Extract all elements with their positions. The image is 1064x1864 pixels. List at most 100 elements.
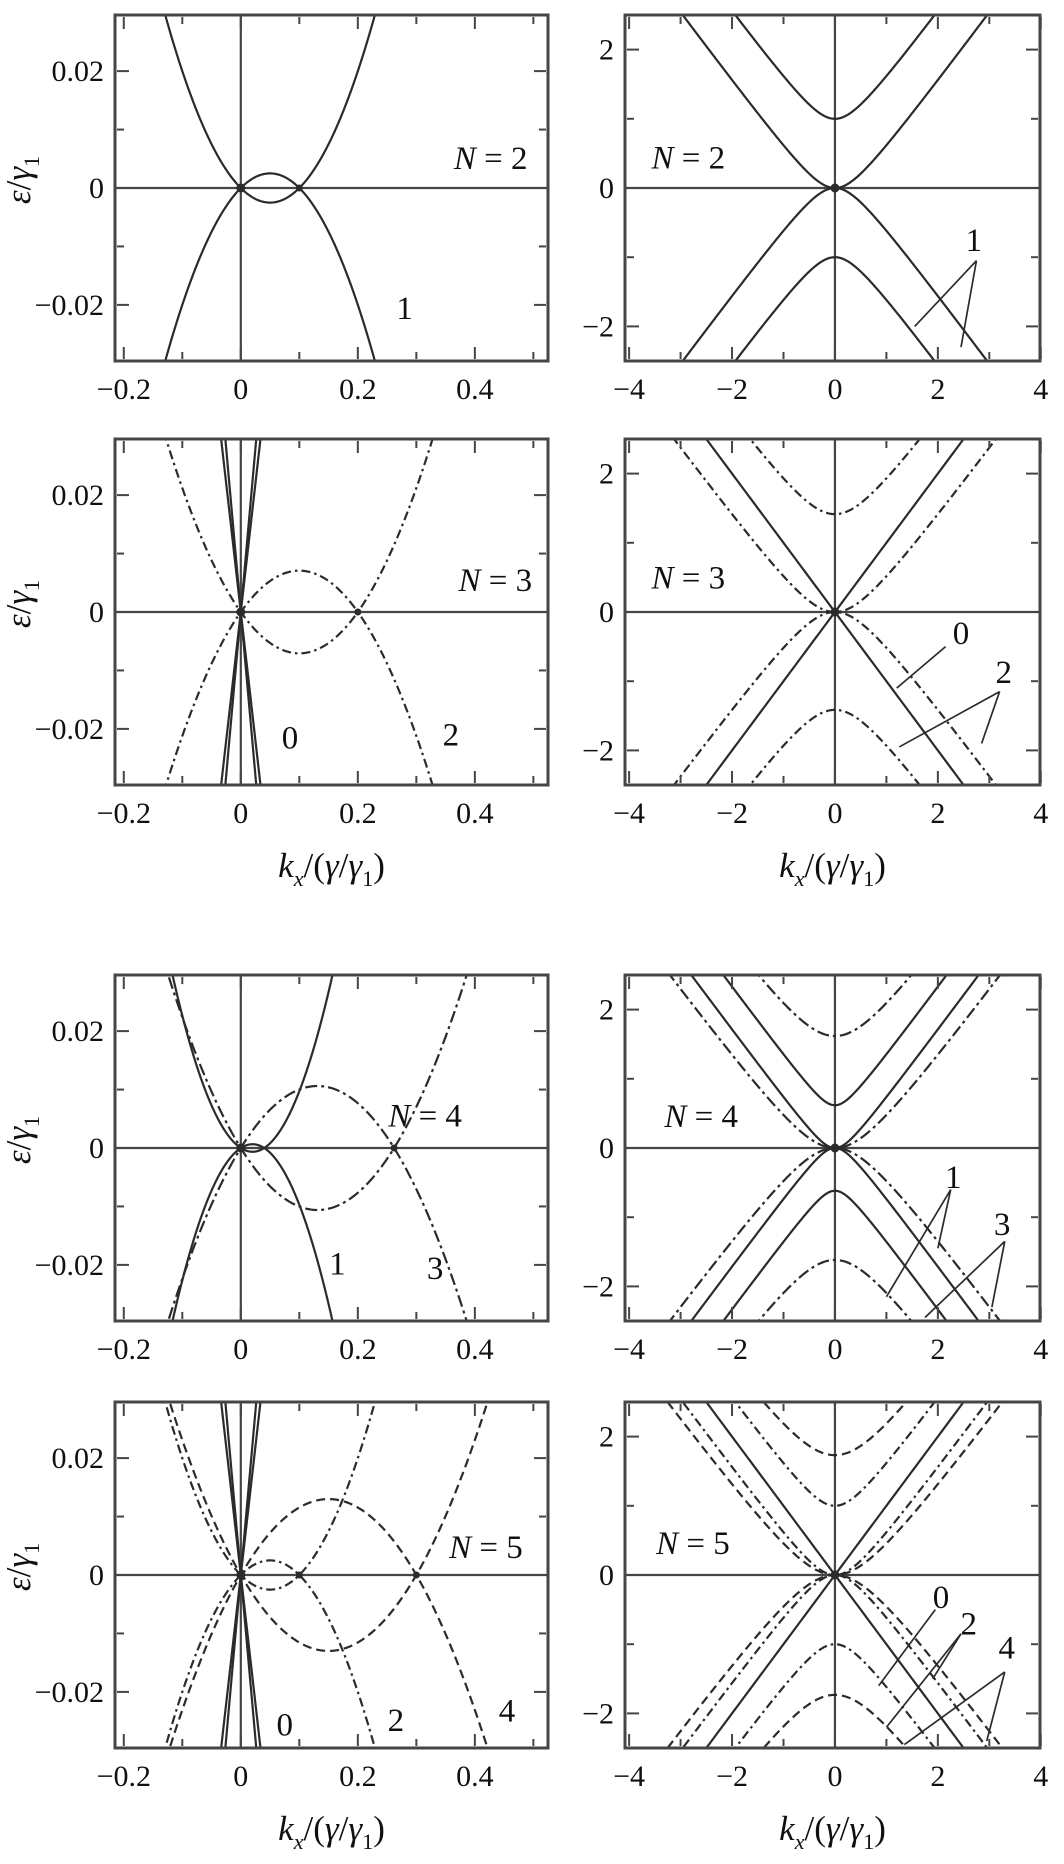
band-1-curve (733, 256, 936, 361)
y-tick-label: 0 (599, 1559, 614, 1592)
band-3-curve (668, 1146, 1002, 1321)
band-contact-dot (412, 1571, 420, 1579)
x-tick-label: 0.4 (456, 797, 494, 830)
axis-ticks (117, 441, 546, 783)
band-2-curve (733, 1402, 936, 1507)
band-2-curve (164, 1402, 377, 1591)
x-tick-label: 0.2 (339, 373, 377, 406)
x-tick-label: −4 (613, 373, 645, 406)
x-tick-label: 4 (1033, 1760, 1048, 1793)
band-contact-dot (830, 1570, 840, 1580)
band-4-curve (168, 1497, 489, 1748)
panel-frame (113, 973, 550, 1323)
x-axis-title: kx/(γ/γ1) (278, 1809, 385, 1854)
band-index-label: 2 (443, 718, 460, 754)
band-index-label: 4 (999, 1631, 1016, 1667)
y-tick-label: 2 (599, 458, 614, 491)
band-index-label: 0 (953, 616, 970, 652)
y-axis-title: ε/γ1 (0, 1543, 44, 1591)
band-index-label: 0 (933, 1580, 950, 1616)
band-2-curve (733, 1643, 936, 1748)
annotation-leader-line (985, 1671, 1006, 1742)
annotation-leader-line (924, 1240, 1006, 1319)
x-tick-label: −0.2 (97, 1760, 151, 1793)
band-1-curve (689, 1146, 980, 1321)
y-axis-title: ε/γ1 (0, 1116, 44, 1164)
panel-frame (623, 973, 1042, 1323)
panel-N5-zoom: −0.2 0 0.2 0.4 0.02 0 −0.02 N = 5 0 2 4 ε/γ1 kx/(γ/γ… (0, 1400, 550, 1854)
band-1-curve (721, 975, 948, 1107)
x-tick-label: 0.4 (456, 1760, 494, 1793)
annotation-leader-line (878, 1609, 936, 1687)
x-tick-label: 0 (827, 373, 842, 406)
band-3-curve (668, 975, 1002, 1150)
band-contact-dot (830, 1143, 840, 1153)
y-tick-label: −2 (582, 734, 614, 767)
band-2-curve (748, 439, 922, 516)
axis-ticks (627, 441, 1042, 783)
axis-ticks (627, 17, 1042, 359)
n-equals-label: N = 4 (387, 1098, 462, 1134)
x-tick-label: −4 (613, 1333, 645, 1366)
x-tick-label: 0 (233, 797, 248, 830)
band-contact-dot (390, 1144, 398, 1152)
y-tick-label: −2 (582, 1270, 614, 1303)
x-tick-label: −4 (613, 797, 645, 830)
annotation-leader-line (980, 691, 1001, 744)
n-equals-label: N = 5 (655, 1526, 730, 1562)
band-index-label: 2 (960, 1606, 977, 1642)
x-tick-label: −0.2 (97, 1333, 151, 1366)
panel-N4-zoom: −0.2 0 0.2 0.4 0.02 0 −0.02 N = 4 1 3 ε/γ1 (0, 973, 550, 1366)
band-index-label: 1 (966, 223, 983, 259)
x-tick-label: −4 (613, 1760, 645, 1793)
band-3-curve (167, 1084, 468, 1321)
y-tick-label: −0.02 (35, 1249, 104, 1282)
axis-ticks (627, 977, 1042, 1319)
band-1-curve (164, 172, 377, 361)
x-axis-title: kx/(γ/γ1) (779, 846, 886, 891)
x-axis-title: kx/(γ/γ1) (779, 1809, 886, 1854)
band-index-label: 1 (329, 1247, 346, 1283)
y-tick-label: 0 (89, 1132, 104, 1165)
x-tick-label: −2 (716, 373, 748, 406)
y-tick-label: 0 (599, 172, 614, 205)
y-tick-label: 0 (599, 1132, 614, 1165)
x-tick-label: −2 (716, 1760, 748, 1793)
y-tick-label: −2 (582, 1697, 614, 1730)
band-1-curve (171, 1143, 334, 1321)
band-4-curve (762, 1693, 908, 1748)
x-tick-label: 4 (1033, 373, 1048, 406)
panel-N2-zoom: −0.2 0 0.2 0.4 0.02 0 −0.02 N = 2 1 ε/γ1 (0, 13, 550, 406)
band-index-label: 4 (499, 1694, 516, 1730)
x-tick-label: 0 (233, 1333, 248, 1366)
x-tick-label: 0 (233, 1760, 248, 1793)
x-tick-label: 0 (233, 373, 248, 406)
y-tick-label: 0 (89, 172, 104, 205)
x-tick-label: −0.2 (97, 373, 151, 406)
band-3-curve (757, 975, 913, 1038)
x-tick-label: 0.4 (456, 1333, 494, 1366)
band-0-curve (220, 1402, 262, 1748)
band-0-curve (220, 1402, 262, 1748)
x-tick-label: 0 (827, 797, 842, 830)
band-contact-dot (830, 183, 840, 193)
panel-frame (113, 13, 550, 363)
annotation-leader-line (896, 645, 947, 689)
y-tick-label: 0.02 (52, 1442, 105, 1475)
panel-frame (113, 1400, 550, 1750)
band-2-curve (748, 708, 922, 785)
x-tick-label: 0 (827, 1760, 842, 1793)
panel-frame (113, 437, 550, 787)
band-index-label: 2 (995, 655, 1012, 691)
band-1-curve (721, 1189, 948, 1321)
x-tick-label: 2 (930, 373, 945, 406)
band-0-curve (220, 439, 262, 785)
band-index-label: 0 (282, 721, 299, 757)
band-curves (167, 975, 468, 1321)
band-index-label: 1 (945, 1160, 962, 1196)
x-tick-label: 0 (827, 1333, 842, 1366)
annotation-leader-line (937, 1189, 952, 1249)
y-tick-label: 0 (599, 596, 614, 629)
